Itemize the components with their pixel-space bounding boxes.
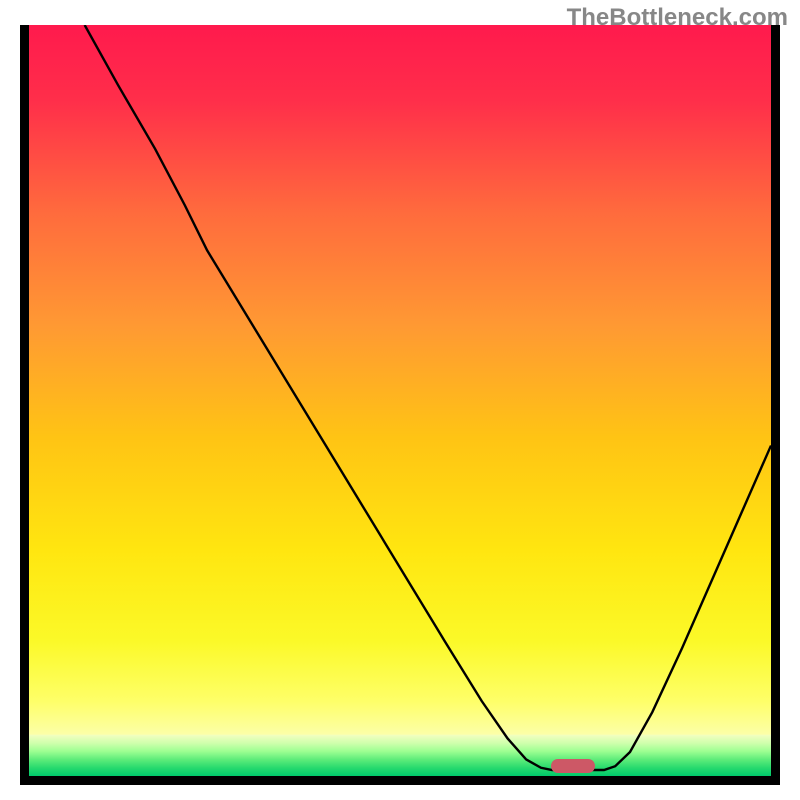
bottleneck-curve — [29, 25, 771, 776]
plot-area — [29, 25, 771, 776]
optimal-marker — [551, 759, 595, 773]
watermark-text: TheBottleneck.com — [567, 4, 788, 32]
curve-path — [85, 25, 771, 770]
plot-frame — [20, 25, 780, 785]
